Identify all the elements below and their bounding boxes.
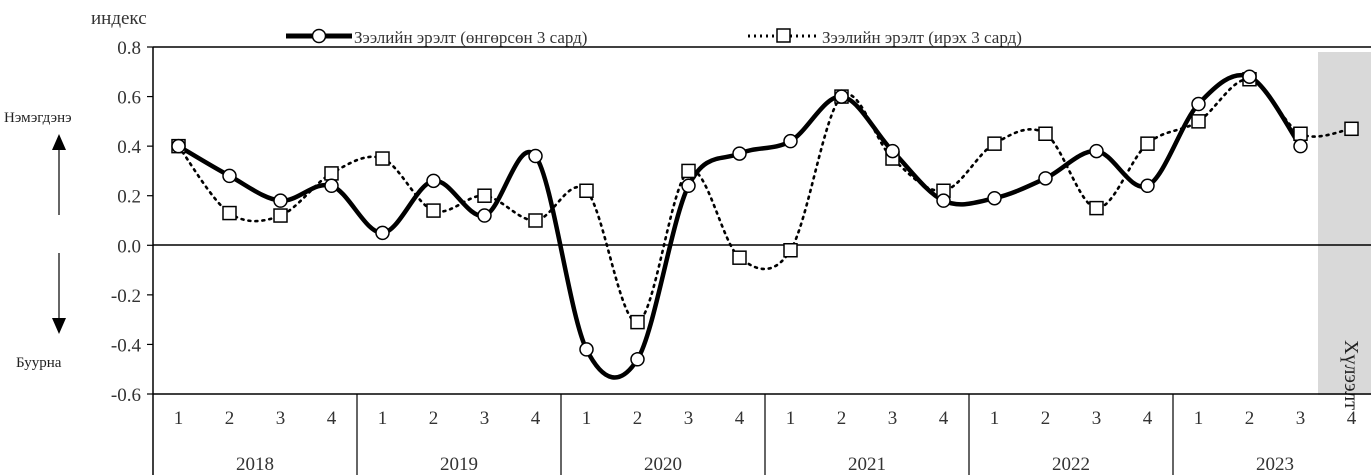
- point-past: [477, 208, 492, 223]
- point-future: [222, 205, 237, 221]
- point-past: [681, 178, 696, 194]
- point-future: [579, 183, 594, 199]
- series-line-future: [177, 77, 1353, 324]
- point-future: [732, 250, 747, 265]
- point-future: [681, 163, 696, 179]
- direction-indicators: Нэмэгдэнэ Буурна: [4, 110, 72, 371]
- point-past: [1293, 138, 1308, 154]
- down-label: Буурна: [16, 355, 62, 371]
- point-past: [324, 178, 339, 194]
- point-past: [1191, 96, 1206, 112]
- point-future: [630, 314, 645, 330]
- legend-circle-marker: [311, 28, 327, 44]
- point-past: [885, 143, 900, 159]
- point-past: [1089, 143, 1104, 159]
- point-past: [987, 190, 1002, 206]
- quarter-label: 4: [327, 408, 337, 429]
- point-past: [1140, 178, 1155, 194]
- legend-label-past: Зээлийн эрэлт (өнгөрсөн 3 сард): [354, 28, 587, 47]
- y-tick-label: -0.6: [111, 385, 141, 406]
- point-past: [630, 352, 645, 367]
- point-past: [579, 342, 594, 357]
- quarter-label: 3: [1296, 408, 1306, 429]
- quarter-label: 3: [1092, 408, 1102, 429]
- up-arrow-icon: [52, 134, 66, 150]
- point-future: [1191, 114, 1206, 129]
- point-past: [273, 193, 288, 208]
- quarter-label: 4: [1347, 408, 1357, 429]
- quarter-label: 1: [786, 408, 796, 429]
- point-past: [375, 225, 390, 241]
- y-tick-label: 0.0: [117, 236, 141, 257]
- quarter-label: 4: [939, 408, 949, 429]
- quarter-label: 4: [735, 408, 745, 429]
- year-label: 2018: [236, 454, 274, 475]
- y-tick-label: -0.2: [111, 286, 141, 307]
- quarter-label: 1: [174, 408, 184, 429]
- series-line-past: [176, 72, 1303, 380]
- quarter-label: 1: [582, 408, 592, 429]
- point-past: [732, 146, 747, 161]
- quarter-label: 3: [480, 408, 490, 429]
- quarter-label: 4: [1143, 408, 1153, 429]
- down-arrow-icon: [52, 318, 66, 334]
- quarter-label: 2: [429, 408, 439, 429]
- point-past: [222, 168, 237, 184]
- quarter-label: 4: [531, 408, 541, 429]
- quarter-label: 1: [1194, 408, 1204, 429]
- point-future: [273, 208, 288, 223]
- quarter-label: 2: [633, 408, 643, 429]
- quarter-label: 2: [1245, 408, 1255, 429]
- point-past: [1242, 69, 1257, 84]
- quarter-label: 2: [1041, 408, 1051, 429]
- quarter-label: 2: [225, 408, 235, 429]
- year-label: 2023: [1256, 454, 1294, 475]
- year-label: 2022: [1052, 454, 1090, 475]
- point-future: [1344, 121, 1359, 137]
- y-tick-label: -0.4: [111, 335, 142, 356]
- year-label: 2020: [644, 454, 682, 475]
- point-past: [936, 193, 951, 208]
- point-future: [375, 151, 390, 166]
- y-tick-label: 0.2: [117, 187, 141, 208]
- quarter-label: 2: [837, 408, 847, 429]
- y-tick-label: 0.4: [117, 137, 141, 158]
- point-future: [1038, 126, 1053, 141]
- series-group: [171, 69, 1359, 380]
- forecast-region: [1318, 52, 1371, 395]
- category-axis: 1 2 3 4 1 2 3 4 1 2 3 4 1 2 3 4 1 2 3 4 1 2 3 4 2018 2019 2020 2021…: [174, 394, 1357, 475]
- quarter-label: 3: [684, 408, 694, 429]
- point-past: [426, 173, 441, 189]
- point-future: [783, 242, 798, 258]
- point-future: [324, 166, 339, 181]
- quarter-label: 3: [276, 408, 286, 429]
- point-future: [1293, 126, 1308, 141]
- quarter-label: 1: [378, 408, 388, 429]
- y-tick-label: 0.8: [117, 38, 141, 59]
- quarter-label: 3: [888, 408, 898, 429]
- point-future: [1089, 200, 1104, 216]
- point-future: [528, 213, 543, 228]
- legend: Зээлийн эрэлт (өнгөрсөн 3 сард) Зээлийн …: [286, 28, 1022, 47]
- point-future: [477, 188, 492, 203]
- y-axis-title: индекс: [91, 8, 147, 29]
- year-label: 2021: [848, 454, 886, 475]
- point-past: [834, 89, 849, 104]
- point-past: [171, 138, 186, 154]
- legend-label-future: Зээлийн эрэлт (ирэх 3 сард): [822, 28, 1022, 47]
- year-label: 2019: [440, 454, 478, 475]
- quarter-label: 1: [990, 408, 1000, 429]
- point-future: [987, 136, 1002, 151]
- forecast-label: Хүлээлт: [1340, 340, 1362, 410]
- point-past: [1038, 171, 1053, 186]
- point-future: [426, 203, 441, 218]
- up-label: Нэмэгдэнэ: [4, 110, 72, 126]
- y-axis-ticks: 0.8 0.6 0.4 0.2 0.0 -0.2 -0.4 -0.6: [111, 38, 153, 406]
- point-past: [783, 133, 798, 149]
- y-tick-label: 0.6: [117, 88, 141, 109]
- point-future: [1140, 136, 1155, 151]
- point-past: [528, 148, 543, 164]
- legend-square-marker: [776, 28, 791, 43]
